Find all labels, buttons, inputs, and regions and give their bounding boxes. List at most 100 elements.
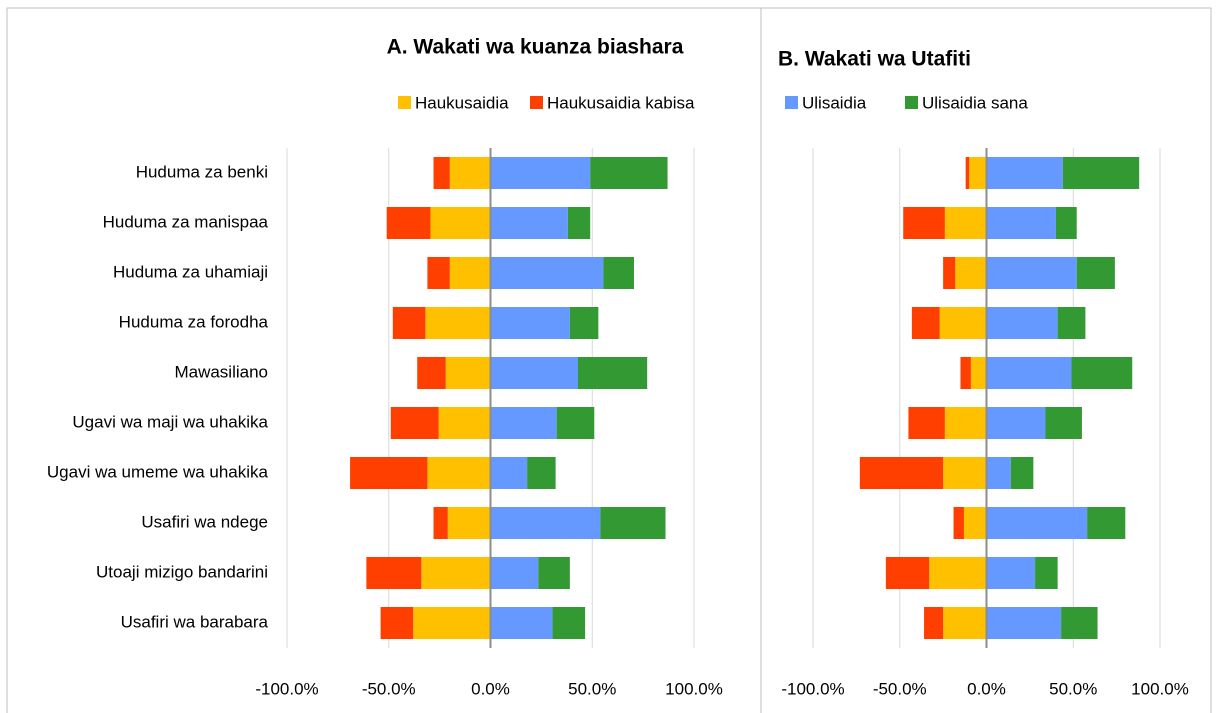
x-tick-label: -100.0%	[255, 679, 318, 698]
bar-segment	[427, 257, 450, 289]
bar-segment	[1010, 457, 1034, 489]
bar-segment	[924, 607, 944, 639]
bar-segment	[939, 307, 987, 339]
bar-segment	[963, 507, 987, 539]
x-tick-label: -50.0%	[362, 679, 416, 698]
y-tick-label: Usafiri wa barabara	[121, 612, 269, 631]
x-tick-label: 0.0%	[471, 679, 510, 698]
bar-segment	[885, 557, 930, 589]
bar-segment	[449, 257, 491, 289]
bar-segment	[445, 357, 491, 389]
bar-segment	[986, 457, 1011, 489]
bar-segment	[490, 407, 557, 439]
legend-label: Haukusaidia	[415, 93, 509, 112]
bar-segment	[490, 157, 591, 189]
x-tick-label: 50.0%	[1049, 679, 1097, 698]
bar-segment	[427, 457, 491, 489]
bar-segment	[944, 207, 987, 239]
bar-segment	[965, 157, 970, 189]
bar-segment	[590, 157, 668, 189]
bar-segment	[578, 357, 648, 389]
bar-segment	[1071, 357, 1133, 389]
bar-segment	[386, 207, 431, 239]
legend-label: Ulisaidia	[802, 93, 867, 112]
bar-segment	[567, 207, 591, 239]
bar-segment	[490, 307, 570, 339]
bar-segment	[970, 357, 987, 389]
bar-segment	[425, 307, 491, 339]
y-tick-label: Huduma za manispaa	[103, 212, 269, 231]
chart-title: A. Wakati wa kuanza biashara	[387, 36, 684, 59]
bar-segment	[903, 207, 945, 239]
bar-segment	[421, 557, 491, 589]
bar-segment	[955, 257, 987, 289]
bar-segment	[986, 257, 1077, 289]
bar-segment	[490, 207, 568, 239]
bar-segment	[366, 557, 422, 589]
bar-segment	[943, 257, 956, 289]
bar-segment	[911, 307, 940, 339]
bar-segment	[986, 507, 1088, 539]
bar-segment	[1057, 307, 1086, 339]
y-tick-label: Utoaji mizigo bandarini	[96, 562, 268, 581]
bar-segment	[944, 407, 987, 439]
bar-segment	[449, 157, 491, 189]
bar-segment	[413, 607, 491, 639]
bar-segment	[380, 607, 414, 639]
bar-segment	[600, 507, 666, 539]
bar-segment	[490, 557, 539, 589]
bar-segment	[969, 157, 987, 189]
chart-title: B. Wakati wa Utafiti	[778, 48, 971, 71]
bar-segment	[986, 157, 1063, 189]
bar-segment	[1035, 557, 1058, 589]
bar-segment	[1045, 407, 1082, 439]
bar-segment	[490, 257, 604, 289]
x-tick-label: 100.0%	[1131, 679, 1189, 698]
legend-label: Ulisaidia sana	[922, 93, 1028, 112]
legend-swatch	[530, 96, 543, 109]
bar-segment	[908, 407, 945, 439]
bar-segment	[490, 457, 528, 489]
legend-label: Haukusaidia kabisa	[547, 93, 695, 112]
bar-segment	[986, 407, 1046, 439]
bar-segment	[390, 407, 439, 439]
bar-segment	[986, 307, 1058, 339]
bar-segment	[569, 307, 599, 339]
bar-segment	[433, 507, 448, 539]
bar-segment	[538, 557, 570, 589]
bar-segment	[417, 357, 446, 389]
bar-segment	[953, 507, 964, 539]
bar-segment	[1062, 157, 1140, 189]
bar-segment	[392, 307, 426, 339]
y-tick-label: Huduma za benki	[136, 162, 268, 181]
bar-segment	[929, 557, 987, 589]
bar-segment	[430, 207, 491, 239]
bar-segment	[1076, 257, 1115, 289]
bar-segment	[943, 607, 987, 639]
bar-segment	[433, 157, 450, 189]
bar-segment	[986, 557, 1036, 589]
x-tick-label: 50.0%	[568, 679, 616, 698]
y-tick-label: Huduma za forodha	[119, 312, 269, 331]
bar-segment	[1055, 207, 1077, 239]
x-tick-label: 0.0%	[967, 679, 1006, 698]
bar-segment	[556, 407, 595, 439]
y-tick-label: Ugavi wa umeme wa uhakika	[47, 462, 269, 481]
bar-segment	[490, 607, 553, 639]
bar-segment	[960, 357, 971, 389]
y-tick-label: Mawasiliano	[174, 362, 268, 381]
y-tick-label: Ugavi wa maji wa uhakika	[72, 412, 268, 431]
x-tick-label: -50.0%	[873, 679, 927, 698]
bar-segment	[986, 607, 1062, 639]
bar-segment	[447, 507, 491, 539]
legend-swatch	[905, 96, 918, 109]
bar-segment	[859, 457, 944, 489]
legend-swatch	[785, 96, 798, 109]
legend-swatch	[398, 96, 411, 109]
bar-segment	[603, 257, 634, 289]
y-tick-label: Usafiri wa ndege	[141, 512, 268, 531]
bar-segment	[438, 407, 491, 439]
x-tick-label: -100.0%	[781, 679, 844, 698]
bar-segment	[1087, 507, 1126, 539]
